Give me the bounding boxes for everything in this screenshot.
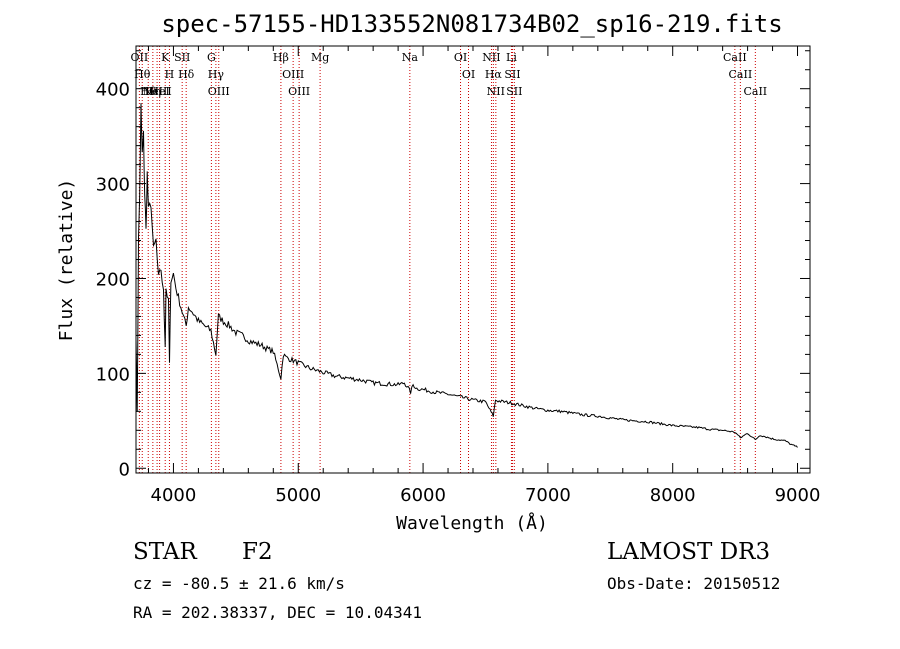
y-tick-label: 0 xyxy=(119,459,130,480)
line-label-14: OIII xyxy=(282,68,304,81)
line-label-26: CaII xyxy=(723,51,747,64)
x-tick-label: 4000 xyxy=(151,485,197,506)
survey-name: LAMOST DR3 xyxy=(607,539,771,565)
line-label-17: Na xyxy=(402,51,419,64)
spectrum-series-line xyxy=(135,103,798,448)
plot-frame xyxy=(135,45,811,474)
line-label-11: Hγ xyxy=(208,68,225,81)
line-label-27: CaII xyxy=(729,68,753,81)
line-label-28: CaII xyxy=(743,85,767,98)
y-tick-label: 400 xyxy=(96,80,130,101)
x-axis-ticks: 4000 5000 6000 7000 8000 9000 xyxy=(147,46,821,506)
x-tick-label: 9000 xyxy=(775,485,821,506)
line-label-1: Hθ xyxy=(134,68,151,81)
x-tick-label: 7000 xyxy=(525,485,571,506)
spectral-line-labels: OIIHθHθHηNeIIIHeIKHSIIHδGHγOIIIHβOIIIOII… xyxy=(131,51,768,98)
line-label-18: OI xyxy=(454,51,467,64)
line-label-24: SII xyxy=(504,68,520,81)
line-label-13: Hβ xyxy=(273,51,289,64)
y-axis-label: Flux (relative) xyxy=(56,179,77,342)
line-label-9: Hδ xyxy=(178,68,195,81)
line-label-4: NeIII xyxy=(143,85,172,98)
line-label-25: SII xyxy=(506,85,522,98)
x-axis-label: Wavelength (Å) xyxy=(396,512,548,534)
x-tick-label: 5000 xyxy=(275,485,321,506)
line-label-23: Li xyxy=(506,51,517,64)
line-label-21: Hα xyxy=(485,68,503,81)
line-label-16: Mg xyxy=(311,51,329,64)
chart-title: spec-57155-HD133552N081734B02_sp16-219.f… xyxy=(161,10,782,38)
line-label-8: SII xyxy=(174,51,190,64)
line-label-10: G xyxy=(207,51,216,64)
y-tick-label: 300 xyxy=(96,175,130,196)
x-tick-label: 6000 xyxy=(400,485,446,506)
spectral-line-markers xyxy=(138,46,756,473)
line-label-15: OIII xyxy=(288,85,310,98)
y-tick-label: 200 xyxy=(96,269,130,290)
object-subclass: F2 xyxy=(242,539,273,565)
line-label-3: Hη xyxy=(145,85,161,98)
y-axis-ticks: 0 100 200 300 400 xyxy=(96,50,810,480)
line-label-6: K xyxy=(161,51,170,64)
line-label-0: OII xyxy=(131,51,149,64)
line-label-12: OIII xyxy=(208,85,230,98)
coordinates: RA = 202.38337, DEC = 10.04341 xyxy=(133,603,422,622)
line-label-19: OI xyxy=(462,68,475,81)
line-label-7: H xyxy=(165,68,175,81)
line-label-5: HeI xyxy=(149,85,169,98)
object-class: STAR xyxy=(133,539,197,565)
y-tick-label: 100 xyxy=(96,364,130,385)
x-tick-label: 8000 xyxy=(650,485,696,506)
observation-date: Obs-Date: 20150512 xyxy=(607,574,781,593)
redshift-velocity: cz = -80.5 ± 21.6 km/s xyxy=(133,574,345,593)
line-label-22: NII xyxy=(487,85,505,98)
line-label-20: NII xyxy=(482,51,500,64)
